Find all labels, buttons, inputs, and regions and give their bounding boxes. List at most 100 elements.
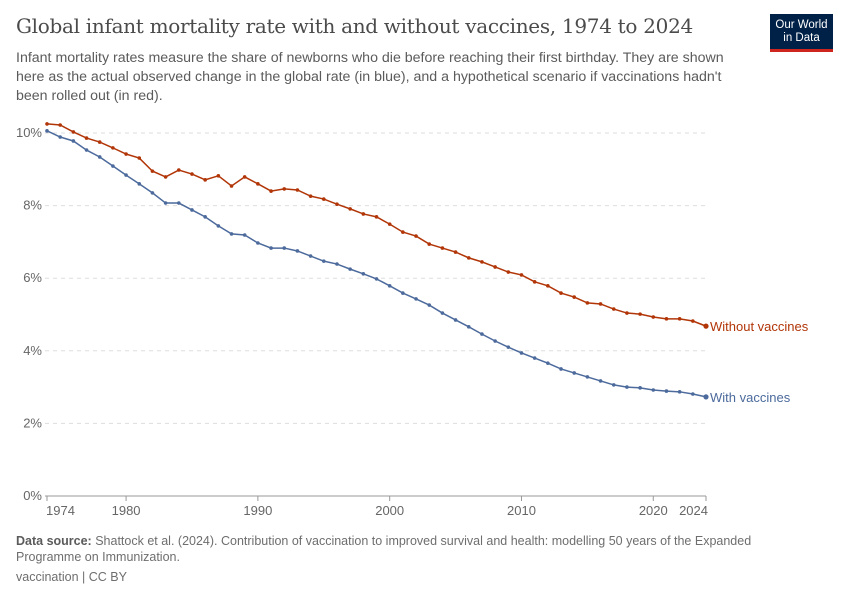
data-point: [506, 345, 511, 349]
data-point: [256, 182, 260, 186]
data-point: [177, 201, 181, 205]
y-tick-label: 2%: [23, 415, 42, 430]
data-point: [348, 267, 352, 271]
data-point: [546, 361, 550, 365]
license[interactable]: vaccination | CC BY: [16, 570, 127, 584]
data-point: [321, 197, 326, 201]
data-point: [611, 307, 616, 311]
data-point: [532, 280, 537, 284]
data-point: [361, 212, 366, 216]
data-point: [453, 250, 458, 254]
data-point: [361, 272, 366, 276]
x-tick-label: 1990: [243, 503, 272, 518]
x-tick-label: 1974: [46, 503, 75, 518]
data-point: [84, 148, 89, 152]
x-tick-label: 2000: [375, 503, 404, 518]
data-point: [124, 152, 128, 156]
data-point: [625, 311, 629, 315]
data-point: [308, 194, 313, 198]
data-point: [664, 389, 669, 393]
series-label: With vaccines: [710, 390, 791, 405]
data-point: [414, 234, 418, 238]
series-line-0: [46, 123, 707, 327]
data-point: [216, 224, 221, 228]
data-point: [401, 291, 405, 295]
data-point: [348, 207, 352, 211]
chart-subtitle: Infant mortality rates measure the share…: [16, 50, 724, 104]
data-point: [242, 175, 247, 179]
data-point: [585, 301, 590, 305]
data-point: [651, 388, 656, 392]
data-point: [440, 311, 445, 315]
data-point: [97, 140, 102, 144]
data-point: [45, 129, 49, 133]
data-point: [308, 254, 313, 258]
data-point: [638, 312, 642, 316]
data-point: [177, 168, 181, 172]
data-point: [532, 356, 537, 360]
data-point: [559, 367, 563, 371]
data-point: [466, 325, 471, 329]
data-point: [546, 284, 550, 288]
data-point: [295, 249, 300, 253]
x-tick-label: 2010: [507, 503, 536, 518]
data-point: [691, 319, 695, 323]
data-point: [453, 318, 458, 322]
data-point: [190, 172, 194, 176]
data-point: [137, 156, 142, 160]
source-label: Data source:: [16, 534, 92, 548]
owid-logo[interactable]: Our World in Data: [770, 14, 833, 52]
data-point: [519, 351, 524, 355]
data-point: [703, 323, 709, 329]
data-point: [414, 297, 418, 301]
data-point: [216, 174, 221, 178]
data-point: [572, 295, 576, 299]
data-point: [150, 191, 155, 195]
data-point: [677, 390, 682, 394]
data-point: [282, 187, 287, 191]
data-point: [45, 122, 49, 126]
source-text[interactable]: Shattock et al. (2024). Contribution of …: [16, 534, 752, 564]
data-point: [295, 188, 300, 192]
y-tick-label: 4%: [23, 343, 42, 358]
data-point: [71, 139, 76, 143]
data-point: [58, 123, 62, 127]
data-point: [506, 270, 511, 274]
data-point: [256, 241, 260, 245]
data-point: [190, 208, 194, 212]
x-tick-label: 1980: [112, 503, 141, 518]
data-point: [335, 262, 339, 266]
footer-source: Data source: Shattock et al. (2024). Con…: [16, 533, 796, 565]
data-point: [269, 189, 273, 193]
data-point: [401, 230, 405, 234]
x-tick-label: 2024: [679, 503, 708, 518]
data-point: [691, 392, 695, 396]
data-point: [480, 260, 484, 264]
data-point: [427, 303, 432, 307]
data-point: [493, 339, 497, 343]
data-point: [519, 273, 524, 277]
data-point: [559, 291, 563, 295]
data-point: [282, 246, 287, 250]
data-point: [598, 379, 603, 383]
data-point: [321, 259, 326, 263]
chart-title: Global infant mortality rate with and wi…: [16, 14, 693, 38]
data-point: [677, 317, 682, 321]
data-point: [163, 175, 168, 179]
data-point: [58, 135, 62, 139]
data-point: [466, 256, 471, 260]
data-point: [703, 394, 709, 400]
data-point: [111, 164, 115, 168]
data-point: [638, 386, 642, 390]
data-point: [585, 375, 590, 379]
data-point: [374, 277, 379, 281]
data-point: [611, 383, 616, 387]
data-point: [572, 371, 576, 375]
x-tick-label: 2020: [639, 503, 668, 518]
series-line-1: [46, 130, 707, 398]
y-tick-label: 6%: [23, 270, 42, 285]
data-point: [664, 317, 669, 321]
data-point: [84, 136, 89, 140]
y-tick-label: 0%: [23, 488, 42, 503]
